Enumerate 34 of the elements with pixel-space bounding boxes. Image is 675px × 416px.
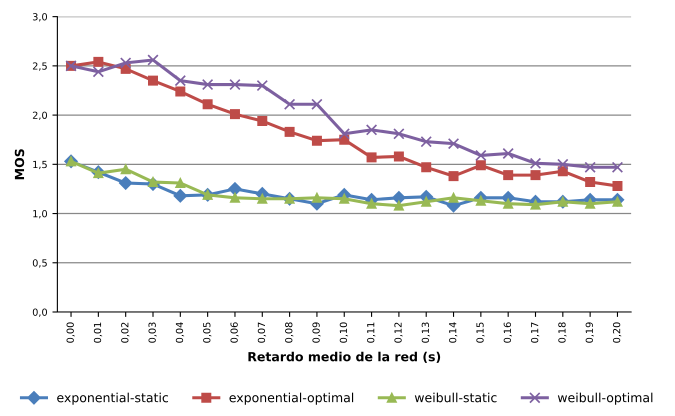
x-tick-label: 0,16 xyxy=(504,322,512,343)
legend-label: exponential-optimal xyxy=(229,392,354,405)
x-tick-label: 0,01 xyxy=(94,322,102,343)
x-tick-label: 0,11 xyxy=(367,322,376,343)
y-tick-label: 0,5 xyxy=(32,259,47,268)
x-tick-label: 0,18 xyxy=(558,322,567,343)
y-tick-label: 2,0 xyxy=(32,112,48,120)
y-tick-label: 1,0 xyxy=(33,210,48,218)
legend-label: exponential-static xyxy=(57,392,168,405)
x-tick-label: 0,03 xyxy=(148,322,157,343)
x-tick-label: 0,08 xyxy=(285,322,294,343)
y-tick-label: 0,0 xyxy=(32,308,48,317)
x-tick-label: 0,13 xyxy=(422,322,430,343)
y-tick-label: 3,0 xyxy=(32,13,48,22)
x-tick-label: 0,12 xyxy=(394,322,403,343)
x-tick-label: 0,17 xyxy=(530,322,540,343)
legend-label: weibull-static xyxy=(414,392,497,402)
x-tick-label: 0,19 xyxy=(586,322,594,343)
x-tick-label: 0,07 xyxy=(258,322,266,343)
x-axis-title: Retardo medio de la red (s) xyxy=(248,352,440,363)
x-tick-label: 0,09 xyxy=(312,322,321,343)
x-tick-label: 0,06 xyxy=(230,322,239,343)
x-tick-label: 0,10 xyxy=(340,322,348,343)
x-tick-label: 0,15 xyxy=(476,322,485,343)
x-tick-label: 0,02 xyxy=(121,322,130,343)
x-tick-label: 0,04 xyxy=(176,322,184,343)
x-tick-label: 0,20 xyxy=(612,322,622,343)
x-tick-label: 0,14 xyxy=(449,322,458,343)
x-tick-label: 0,05 xyxy=(203,322,212,343)
y-tick-label: 2,5 xyxy=(32,62,47,71)
x-tick-label: 0,00 xyxy=(66,322,75,343)
legend-label: weibull-optimal xyxy=(558,392,652,405)
y-axis-title: MOS xyxy=(14,149,24,180)
y-tick-label: 1,5 xyxy=(33,160,47,170)
